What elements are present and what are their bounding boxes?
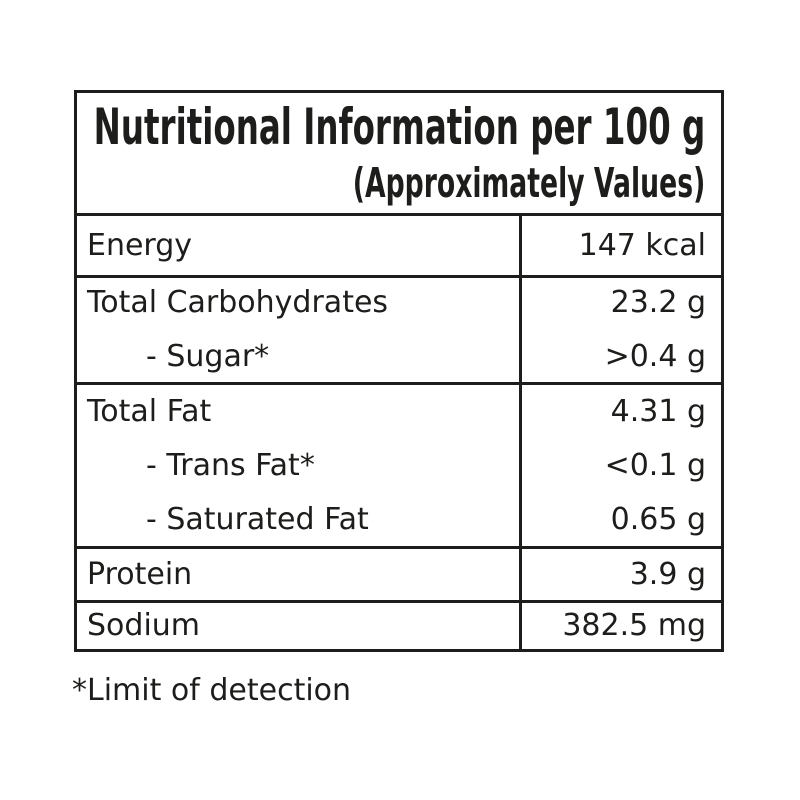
saturated-fat-value: 0.65 g [610,501,706,537]
sodium-value-cell: 382.5 mg [519,603,721,649]
table-header: Nutritional Information per 100 g (Appro… [77,93,721,213]
energy-value-cell: 147 kcal [519,216,721,275]
total-carbohydrates-label: Total Carbohydrates [87,285,389,320]
limit-of-detection-footnote: *Limit of detection [72,673,352,708]
fat-value-cell: 4.31 g <0.1 g 0.65 g [519,385,721,546]
table-row-protein: Protein 3.9 g [77,546,721,600]
protein-value: 3.9 g [629,556,706,592]
energy-label-cell: Energy [77,216,519,275]
nutrition-table: Nutritional Information per 100 g (Appro… [74,90,724,652]
fat-label-cell: Total Fat - Trans Fat* - Saturated Fat [77,385,519,546]
total-carbohydrates-value: 23.2 g [610,285,706,320]
sodium-label: Sodium [87,608,201,643]
protein-value-cell: 3.9 g [519,549,721,600]
table-subtitle-row: (Approximately Values) [77,158,721,208]
table-title: Nutritional Information per 100 g [93,98,705,156]
table-row-energy: Energy 147 kcal [77,213,721,275]
total-fat-label: Total Fat [87,393,212,429]
table-subtitle: (Approximately Values) [352,159,705,207]
protein-label: Protein [87,556,193,592]
energy-value: 147 kcal [578,227,706,263]
trans-fat-label: - Trans Fat* [146,447,315,483]
total-fat-value: 4.31 g [610,393,706,429]
energy-label: Energy [87,227,193,263]
carbohydrates-value-cell: 23.2 g >0.4 g [519,278,721,382]
protein-label-cell: Protein [77,549,519,600]
sugar-value: >0.4 g [604,339,706,374]
table-title-row: Nutritional Information per 100 g [77,96,721,158]
carbohydrates-label-cell: Total Carbohydrates - Sugar* [77,278,519,382]
trans-fat-value: <0.1 g [604,447,706,483]
table-row-fat: Total Fat - Trans Fat* - Saturated Fat 4… [77,382,721,546]
saturated-fat-label: - Saturated Fat [146,501,369,537]
table-row-sodium: Sodium 382.5 mg [77,600,721,649]
sodium-value: 382.5 mg [562,608,706,643]
sodium-label-cell: Sodium [77,603,519,649]
sugar-label: - Sugar* [146,339,270,374]
table-row-carbohydrates: Total Carbohydrates - Sugar* 23.2 g >0.4… [77,275,721,382]
